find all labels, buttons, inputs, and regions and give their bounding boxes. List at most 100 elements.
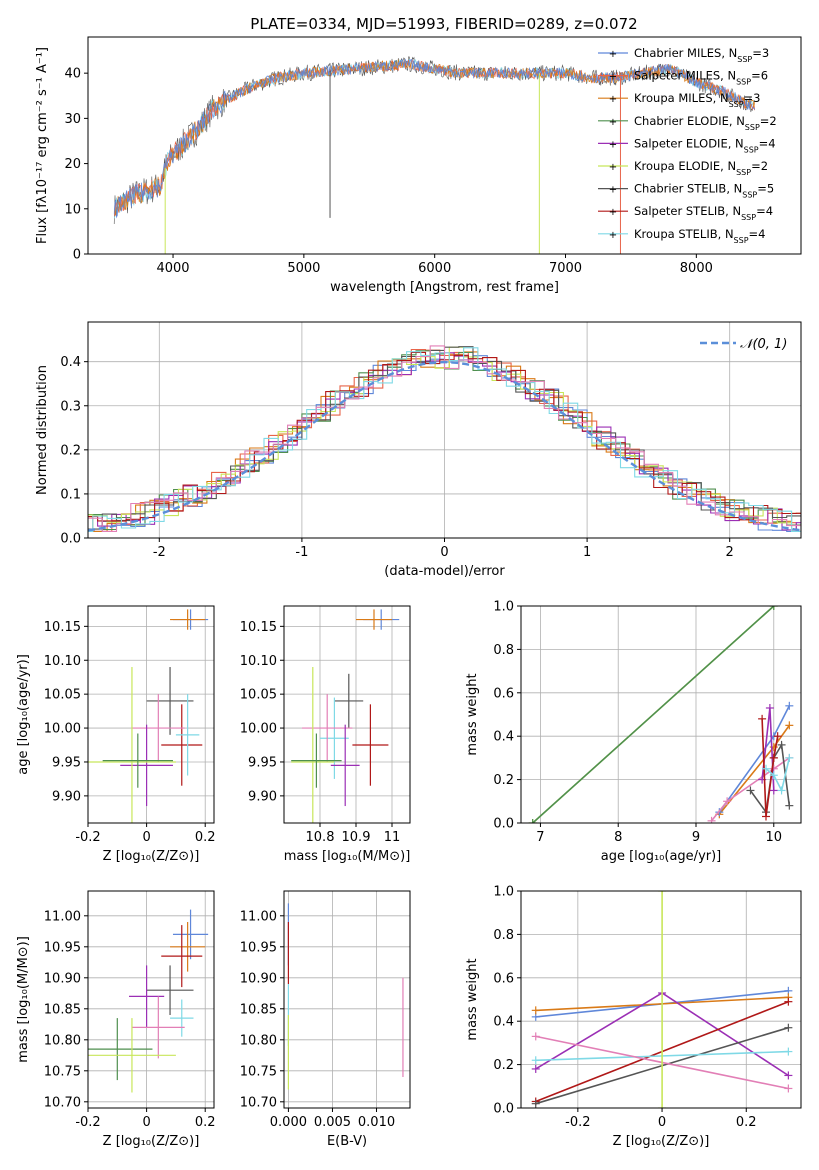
- residuals-x-axis-label: (data-model)/error: [384, 564, 505, 579]
- y-tick-label: 10.70: [240, 1095, 277, 1110]
- y-tick-label: 0.6: [493, 971, 514, 986]
- legend-marker: +: [609, 49, 617, 60]
- x-tick-label: 0.2: [736, 1115, 757, 1130]
- legend-marker: +: [609, 207, 617, 218]
- residual-histogram: [88, 346, 801, 532]
- weight_vs_Z-x-axis-label: Z [log₁₀(Z/Z⊙)]: [613, 1134, 710, 1149]
- x-tick-label: 9: [692, 830, 700, 845]
- spectrum-frame: [87, 36, 802, 255]
- legend-label: Salpeter MILES, NSSP=6: [634, 69, 768, 87]
- age_vs_Z-point: [88, 667, 176, 823]
- y-tick-label: 0.6: [493, 686, 514, 701]
- y-tick-label: 10.70: [44, 1095, 81, 1110]
- mass_vs_Z-point: [170, 999, 194, 1037]
- y-tick-label: 0.0: [493, 817, 514, 832]
- weight_vs_Z-y-axis-label: mass weight: [465, 958, 480, 1040]
- residual-histogram: [88, 351, 801, 522]
- age_vs_mass-point: [352, 704, 389, 786]
- residual-histogram: [88, 351, 801, 532]
- y-tick-label: 10.95: [240, 940, 277, 955]
- weight_vs_age-series-line: [710, 757, 790, 822]
- y-tick-label: 0.0: [60, 532, 81, 547]
- x-tick-label: 10.9: [342, 830, 371, 845]
- mass_vs_Z-panel: -0.2 0 0.2 10.70 10.75 10.80 10.85 10.90 10.95 11…: [16, 890, 216, 1149]
- legend-marker: +: [609, 162, 617, 173]
- y-tick-label: 10.85: [44, 1002, 81, 1017]
- age_vs_Z-x-axis-label: Z [log₁₀(Z/Z⊙)]: [103, 849, 200, 864]
- spectrum-plot-area: [113, 56, 756, 254]
- y-tick-label: 10.90: [44, 971, 81, 986]
- legend-marker: +: [609, 230, 617, 241]
- mass_vs_ebv-x-axis-label: E(B-V): [327, 1134, 367, 1149]
- y-tick-label: 0.4: [60, 355, 81, 370]
- y-tick-label: 10.10: [44, 654, 81, 669]
- x-tick-label: 0.000: [270, 1115, 307, 1130]
- x-tick-label: 6000: [418, 261, 451, 276]
- residuals-y-axis-label: Normed distribution: [35, 365, 50, 495]
- legend-label: Chabrier ELODIE, NSSP=2: [634, 114, 777, 132]
- y-tick-label: 0.0: [493, 1102, 514, 1117]
- x-tick-label: 0: [142, 1115, 150, 1130]
- y-tick-label: 0.1: [60, 487, 81, 502]
- x-tick-label: 7000: [549, 261, 582, 276]
- weight_vs_age-y-axis-label: mass weight: [465, 673, 480, 755]
- y-tick-label: 10.95: [44, 940, 81, 955]
- x-tick-label: 0: [142, 830, 150, 845]
- x-tick-label: 8: [614, 830, 622, 845]
- age_vs_Z-point: [120, 724, 173, 807]
- y-tick-label: 40: [64, 67, 81, 82]
- y-tick-label: 10.00: [44, 722, 81, 737]
- y-tick-label: 20: [64, 157, 81, 172]
- spectrum-panel: 4000 5000 6000 7000 8000 0 10 20 30 40 wavelength …: [35, 36, 802, 295]
- y-tick-label: 9.95: [52, 755, 81, 770]
- y-tick-label: 10.90: [240, 971, 277, 986]
- x-tick-label: -0.2: [565, 1115, 590, 1130]
- age_vs_mass-point: [334, 673, 364, 729]
- y-tick-label: 0.8: [493, 928, 514, 943]
- weight_vs_age-series-line: [765, 757, 791, 793]
- figure-title: PLATE=0334, MJD=51993, FIBERID=0289, z=0…: [250, 15, 637, 33]
- y-tick-label: 9.90: [248, 789, 277, 804]
- weight_vs_Z-panel: -0.2 0 0.2 0.0 0.2 0.4 0.6 0.8 1.0 Z [log₁₀(Z/Z⊙)…: [465, 885, 802, 1149]
- legend-label: Chabrier MILES, NSSP=3: [634, 46, 769, 64]
- age_vs_Z-point: [146, 667, 194, 735]
- y-tick-label: 10.80: [240, 1033, 277, 1048]
- y-tick-label: 11.00: [44, 909, 81, 924]
- legend-label: Kroupa MILES, NSSP=3: [634, 91, 761, 109]
- mass_vs_Z-frame: [87, 890, 215, 1109]
- x-tick-label: 2: [726, 545, 734, 560]
- mass_vs_Z-point: [172, 909, 209, 960]
- y-tick-label: 1.0: [493, 885, 514, 900]
- x-tick-label: 0: [658, 1115, 666, 1130]
- y-tick-label: 10.10: [240, 654, 277, 669]
- age_vs_mass-frame: [283, 605, 411, 824]
- age_vs_mass-plot-area: [291, 609, 400, 823]
- legend-label: 𝒩(0, 1): [740, 337, 787, 352]
- spectrum-x-axis-label: wavelength [Angstrom, rest frame]: [330, 280, 559, 295]
- age_vs_mass-point: [320, 697, 349, 779]
- legend-label: Kroupa STELIB, NSSP=4: [634, 227, 765, 245]
- y-tick-label: 0: [73, 248, 81, 263]
- x-tick-label: 0.2: [195, 1115, 216, 1130]
- y-tick-label: 9.90: [52, 789, 81, 804]
- weight_vs_age-series-line: [761, 718, 779, 817]
- y-tick-label: 0.4: [493, 730, 514, 745]
- mass_vs_Z-point: [131, 996, 185, 1059]
- weight_vs_age-frame: [520, 605, 802, 824]
- legend-label: Chabrier STELIB, NSSP=5: [634, 182, 774, 200]
- mass_vs_Z-point: [146, 965, 194, 1015]
- y-tick-label: 30: [64, 112, 81, 127]
- legend-marker: +: [609, 139, 617, 150]
- weight_vs_age-plot-area: [528, 606, 794, 823]
- age_vs_mass-point: [356, 609, 392, 630]
- weight_vs_age-series-line: [749, 742, 791, 815]
- age_vs_Z-point: [131, 694, 185, 762]
- weight_vs_Z-frame: [520, 890, 802, 1109]
- weight_vs_age-panel: 7 8 9 10 0.0 0.2 0.4 0.6 0.8 1.0 age [log₁₀(age/yr…: [465, 600, 802, 864]
- legend-marker: +: [609, 185, 617, 196]
- x-tick-label: -1: [295, 545, 308, 560]
- y-tick-label: 10: [64, 202, 81, 217]
- mass_vs_ebv-plot-area: [287, 903, 404, 1090]
- x-tick-label: 1: [583, 545, 591, 560]
- mass_vs_Z-plot-area: [88, 909, 209, 1093]
